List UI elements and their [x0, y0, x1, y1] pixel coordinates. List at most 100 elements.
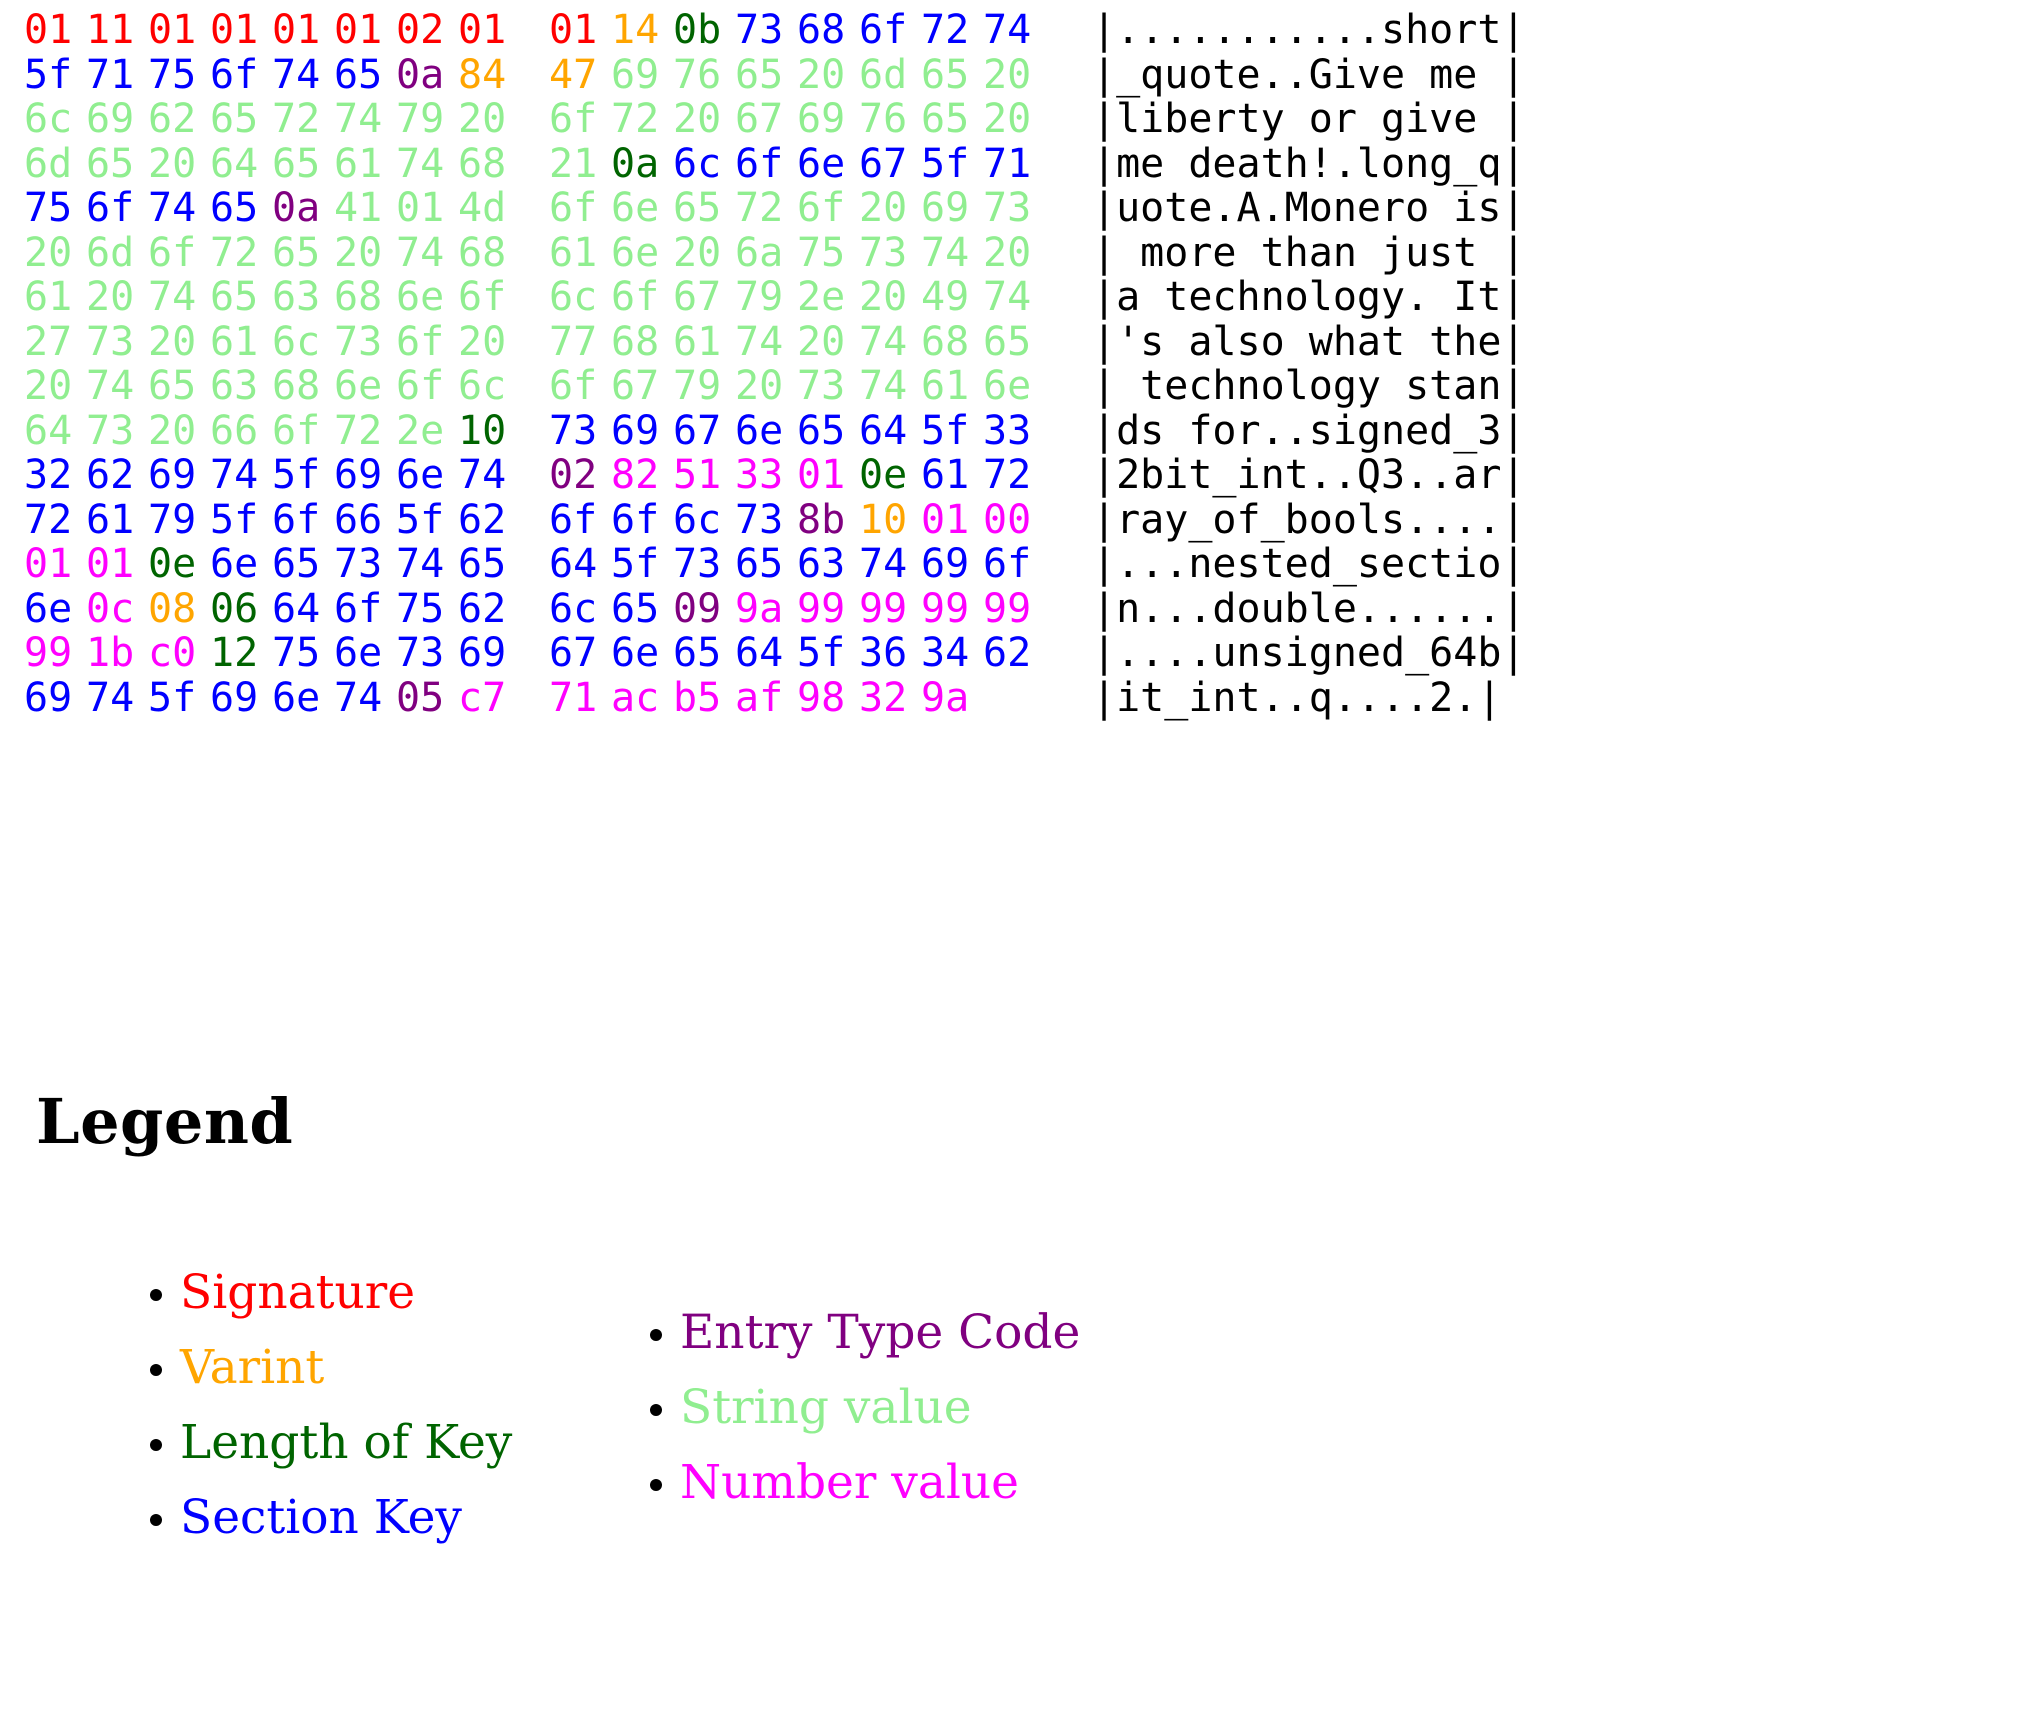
ascii-column: |ds for..signed_3| [1092, 407, 1526, 454]
hex-byte: 6e [334, 631, 396, 676]
hex-byte: b5 [673, 674, 735, 721]
hex-byte: 32 [859, 675, 921, 721]
hex-byte-value: 65 [148, 363, 197, 409]
hex-byte-value: 33 [735, 452, 784, 498]
hex-byte-value: 6f [859, 7, 908, 53]
hex-byte-value: 79 [148, 496, 197, 543]
hex-byte-value: 9a [735, 585, 784, 632]
hex-byte-group: 5f 71 75 6f 74 65 0a 84 [24, 52, 520, 98]
hex-byte: 71 [86, 52, 148, 98]
hex-byte-value: 61 [921, 452, 970, 498]
hex-byte: 74 [859, 542, 921, 587]
hex-byte-group: 67 6e 65 64 5f 36 34 62 [549, 631, 1045, 676]
hex-byte: 61 [921, 364, 983, 409]
hexdump-row: 5f 71 75 6f 74 65 0a 84 47 69 76 65 20 6d 65 20 |_quote.… [24, 52, 1525, 98]
hex-byte: 32 [24, 453, 86, 498]
hex-byte: 67 [859, 141, 921, 187]
hex-byte-value: 01 [458, 7, 507, 53]
hex-byte-value: 65 [210, 96, 259, 142]
hex-byte-value: 64 [859, 407, 908, 454]
hex-byte-group: 72 61 79 5f 6f 66 5f 62 [24, 496, 520, 543]
hex-byte: 20 [148, 408, 210, 454]
legend-item-label: Number value [680, 1455, 1019, 1510]
hex-byte: 9a [735, 585, 797, 632]
hex-byte-value: 20 [458, 96, 507, 142]
hex-byte-value: 20 [86, 274, 135, 320]
hex-byte: 20 [735, 364, 797, 409]
hex-byte: 62 [983, 631, 1045, 676]
hex-byte-value: 5f [396, 496, 445, 543]
hex-byte-group: 6f 6f 6c 73 8b 10 01 00 [549, 496, 1045, 543]
hex-byte: 67 [673, 408, 735, 454]
hex-byte-value: 77 [549, 318, 598, 365]
hex-byte-value: 61 [673, 318, 722, 365]
hex-byte: 64 [24, 408, 86, 454]
hex-byte-value: 99 [797, 585, 846, 632]
hex-byte: 0b [673, 8, 735, 53]
hex-byte: 99 [797, 585, 859, 632]
hex-byte: 6f [272, 496, 334, 543]
ascii-column: |...nested_sectio| [1092, 541, 1526, 587]
hex-byte-value: 6e [611, 229, 660, 276]
hex-byte-value: 71 [983, 140, 1032, 187]
hexdump-row: 6e 0c 08 06 64 6f 75 62 6c 65 09 9a 99 99 99 99 |n...dou… [24, 585, 1525, 632]
hex-byte-value: 73 [735, 496, 784, 543]
hex-byte-group: 6f 72 20 67 69 76 65 20 [549, 97, 1045, 142]
hex-byte: 72 [272, 97, 334, 142]
hex-byte-value: 69 [148, 452, 197, 498]
hex-byte: 01 [24, 542, 86, 587]
hex-byte-value: 73 [86, 318, 135, 365]
hex-byte-value: 01 [24, 541, 73, 587]
hex-byte-value: 20 [859, 185, 908, 231]
hex-byte-value: 20 [673, 96, 722, 142]
hex-byte: 20 [458, 97, 520, 142]
hex-byte: 6e [396, 275, 458, 320]
hex-byte: 73 [334, 319, 396, 365]
hex-byte: 6f [549, 497, 611, 543]
hex-byte-value: b5 [673, 674, 722, 721]
hex-byte-value: 74 [921, 229, 970, 276]
hex-byte: 66 [210, 408, 272, 454]
hex-byte: 79 [148, 496, 210, 543]
hex-byte-value: 72 [24, 496, 73, 543]
hex-byte-value: 67 [549, 630, 598, 676]
hex-byte: 49 [921, 275, 983, 320]
hex-byte-value: 74 [458, 452, 507, 498]
hex-byte-value: 08 [148, 585, 197, 632]
hex-byte: 66 [334, 497, 396, 543]
hex-byte: 65 [673, 631, 735, 676]
hex-byte: 61 [549, 230, 611, 276]
hex-byte-value: 74 [396, 140, 445, 187]
hex-byte: 33 [735, 453, 797, 498]
hex-byte: 34 [921, 631, 983, 676]
legend-item: String value [649, 1370, 1080, 1445]
hex-byte: 74 [921, 229, 983, 276]
hex-byte-value: 01 [797, 452, 846, 498]
hex-byte-group: 64 73 20 66 6f 72 2e 10 [24, 408, 520, 454]
hex-byte: 20 [797, 52, 859, 98]
hex-byte: 33 [983, 408, 1045, 454]
hex-byte: 74 [148, 186, 210, 231]
hex-byte-group: 75 6f 74 65 0a 41 01 4d [24, 186, 520, 231]
hex-byte: 6d [859, 52, 921, 98]
hex-byte-group: 71 ac b5 af 98 32 9a [549, 674, 983, 721]
hex-byte-group: 20 6d 6f 72 65 20 74 68 [24, 229, 520, 276]
hex-byte: 74 [272, 52, 334, 98]
hex-byte: 06 [210, 586, 272, 632]
hex-byte-value: 6f [272, 496, 321, 543]
hex-byte-value: 6f [396, 318, 445, 365]
hex-byte-value: 76 [859, 96, 908, 142]
hex-byte-value: 62 [458, 496, 507, 543]
hex-byte-value: 99 [24, 630, 73, 676]
hex-byte-value: 0e [148, 541, 197, 587]
ascii-column: | more than just | [1092, 229, 1526, 276]
hex-byte-value: 20 [983, 96, 1032, 142]
hex-byte-value: 65 [210, 185, 259, 231]
hex-byte: 99 [859, 586, 921, 632]
hex-byte-value: 6f [86, 185, 135, 231]
hex-byte: 20 [673, 97, 735, 142]
hex-byte: 75 [272, 631, 334, 676]
hex-byte-value: 20 [334, 229, 383, 276]
hex-byte: 79 [673, 364, 735, 409]
hex-byte-group: 6c 69 62 65 72 74 79 20 [24, 97, 520, 142]
